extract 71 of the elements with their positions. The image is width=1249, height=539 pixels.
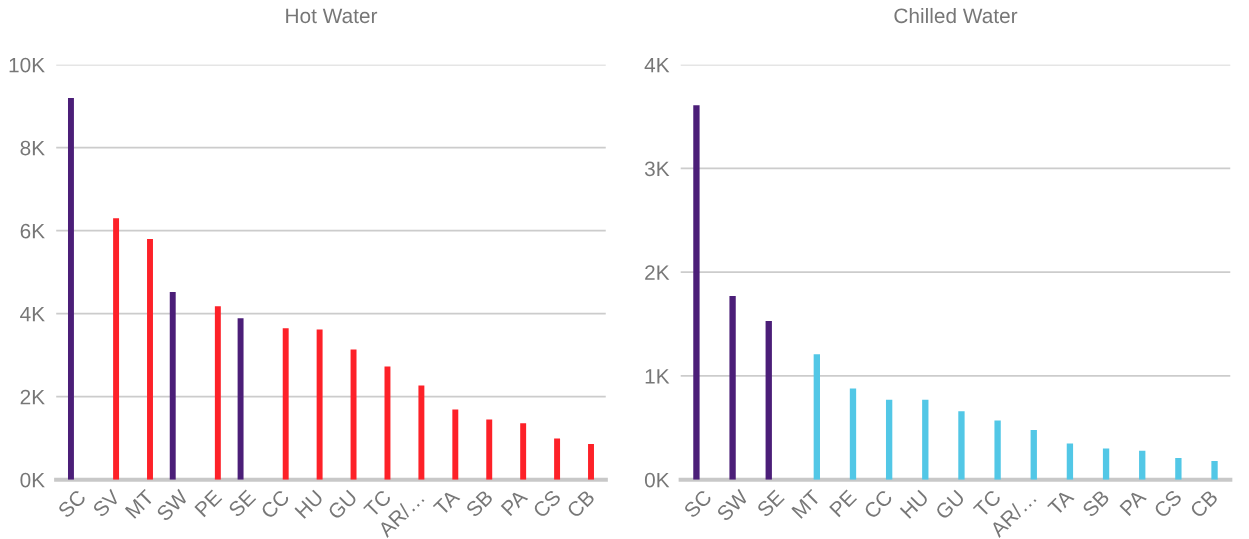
- bar: [1211, 461, 1218, 480]
- x-tick-label: SC: [57, 488, 87, 519]
- bar: [693, 105, 700, 480]
- bar: [1175, 457, 1182, 480]
- bar: [729, 296, 736, 480]
- bar: [113, 218, 120, 480]
- bar: [282, 328, 289, 480]
- x-tick-label: SC: [682, 488, 713, 519]
- x-tick-label: PE: [829, 489, 858, 518]
- x-tick-label: SW: [155, 488, 190, 522]
- x-tick-label: PE: [194, 489, 223, 518]
- y-tick-label: 2K: [20, 389, 45, 405]
- bar: [520, 423, 527, 480]
- x-tick-label: TA: [1047, 488, 1075, 517]
- x-tick-label: CS: [532, 489, 562, 519]
- y-tick-label: 0K: [20, 472, 45, 488]
- bar: [994, 420, 1001, 480]
- bar: [452, 409, 459, 480]
- bar: [1030, 429, 1037, 480]
- bar: [849, 388, 857, 480]
- x-tick-label: SW: [715, 488, 750, 522]
- bar: [147, 238, 153, 480]
- x-tick-label: SE: [756, 489, 785, 518]
- chart-title: Hot Water: [286, 8, 378, 24]
- x-tick-label: HU: [899, 489, 930, 519]
- bar: [813, 354, 820, 480]
- bar: [765, 320, 772, 480]
- x-tick-label: CB: [566, 489, 596, 519]
- x-tick-label: SV: [91, 488, 122, 518]
- y-tick-label: 4K: [20, 306, 45, 322]
- bar: [237, 318, 244, 480]
- x-tick-label: SB: [1081, 489, 1111, 518]
- bar: [885, 399, 893, 480]
- bar: [316, 329, 323, 480]
- bar: [214, 306, 221, 480]
- x-tick-label: SB: [465, 489, 494, 518]
- bar: [384, 366, 391, 480]
- bar: [1139, 450, 1146, 480]
- bar: [350, 349, 357, 480]
- x-tick-label: TA: [432, 488, 461, 517]
- bar: [922, 399, 929, 480]
- chart-title: Chilled Water: [894, 7, 1018, 24]
- x-tick-label: CS: [1153, 489, 1183, 519]
- x-tick-label: CC: [259, 488, 291, 520]
- x-tick-label: CB: [1189, 489, 1219, 519]
- bar: [67, 97, 74, 480]
- y-tick-label: 3K: [644, 161, 670, 177]
- x-tick-label: GU: [326, 489, 358, 521]
- bar: [418, 385, 425, 480]
- x-tick-label: PA: [500, 488, 529, 517]
- y-tick-label: 10K: [9, 57, 45, 73]
- x-tick-label: MT: [124, 488, 155, 519]
- x-tick-label: MT: [791, 488, 822, 519]
- bar: [1066, 443, 1074, 480]
- x-tick-label: SE: [227, 489, 257, 518]
- y-tick-label: 4K: [644, 57, 670, 73]
- bar: [588, 444, 594, 480]
- y-tick-label: 2K: [645, 265, 670, 280]
- bar: [1102, 448, 1110, 480]
- bar: [169, 292, 176, 480]
- y-tick-label: 1K: [645, 369, 670, 384]
- y-tick-label: 8K: [20, 140, 45, 156]
- x-tick-label: HU: [294, 489, 324, 519]
- bar: [486, 419, 493, 480]
- bar: [554, 438, 561, 480]
- y-tick-label: 6K: [20, 223, 45, 239]
- x-tick-label: GU: [934, 489, 966, 521]
- x-tick-label: CC: [863, 488, 894, 520]
- y-tick-label: 0K: [644, 472, 670, 488]
- bar: [958, 411, 965, 480]
- x-tick-label: PA: [1119, 488, 1147, 517]
